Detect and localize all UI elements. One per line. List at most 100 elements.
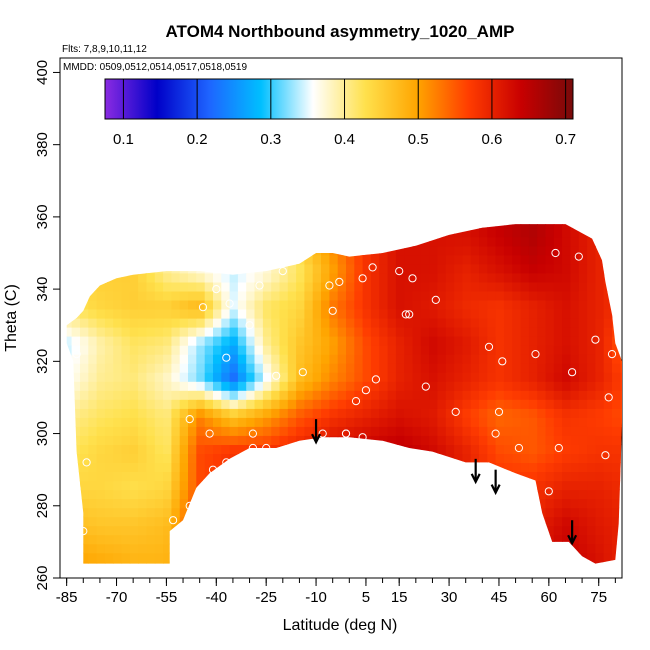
heatmap-cell — [553, 408, 563, 418]
heatmap-cell — [562, 561, 571, 564]
heatmap-cell — [395, 480, 405, 491]
heatmap-cell — [138, 381, 147, 391]
heatmap-cell — [304, 552, 314, 563]
heatmap-cell — [512, 354, 522, 364]
heatmap-cell — [437, 372, 447, 382]
heatmap-cell — [254, 372, 264, 382]
heatmap-cell — [171, 417, 181, 427]
heatmap-cell — [304, 210, 313, 220]
heatmap-cell — [487, 507, 497, 518]
heatmap-cell — [528, 408, 538, 418]
heatmap-cell — [454, 327, 463, 337]
heatmap-cell — [221, 498, 231, 509]
heatmap-cell — [213, 516, 222, 527]
heatmap-cell — [246, 263, 256, 274]
heatmap-cell — [113, 272, 123, 283]
heatmap-cell — [578, 290, 588, 301]
heatmap-cell — [346, 525, 355, 536]
heatmap-cell — [429, 272, 438, 283]
heatmap-cell — [379, 318, 389, 328]
heatmap-cell — [271, 417, 281, 427]
heatmap-cell — [188, 345, 197, 355]
heatmap-cell — [237, 498, 247, 509]
heatmap-cell — [487, 224, 497, 229]
heatmap-cell — [479, 543, 488, 554]
heatmap-cell — [346, 480, 355, 491]
heatmap-cell — [246, 299, 256, 310]
heatmap-cell — [329, 426, 339, 436]
heatmap-cell — [612, 453, 621, 463]
heatmap-cell — [587, 453, 596, 463]
heatmap-cell — [321, 543, 330, 554]
heatmap-cell — [337, 552, 347, 563]
heatmap-cell — [321, 507, 330, 518]
heatmap-cell — [454, 444, 463, 454]
heatmap-cell — [171, 263, 181, 274]
heatmap-cell — [429, 318, 438, 328]
heatmap-cell — [462, 224, 472, 229]
heatmap-cell — [346, 345, 355, 355]
heatmap-cell — [578, 309, 588, 319]
heatmap-cell — [271, 245, 281, 256]
heatmap-cell — [395, 462, 405, 472]
heatmap-cell — [562, 516, 571, 527]
observation-point — [298, 368, 307, 377]
heatmap-cell — [279, 254, 289, 265]
heatmap-cell — [370, 390, 380, 400]
heatmap-cell — [229, 363, 239, 373]
heatmap-cell — [612, 245, 621, 256]
heatmap-cell — [578, 543, 588, 554]
heatmap-cell — [254, 263, 264, 274]
heatmap-cell — [445, 254, 455, 265]
heatmap-cell — [562, 336, 571, 346]
heatmap-cell — [154, 471, 164, 482]
heatmap-cell — [113, 426, 123, 436]
heatmap-cell — [395, 543, 405, 554]
heatmap-cell — [113, 507, 123, 518]
heatmap-cell — [188, 462, 197, 472]
heatmap-cell — [553, 417, 563, 427]
heatmap-cell — [196, 399, 206, 409]
heatmap-cell — [470, 245, 480, 256]
heatmap-cell — [96, 345, 106, 355]
heatmap-cell — [512, 236, 522, 247]
heatmap-cell — [196, 435, 206, 445]
heatmap-cell — [553, 489, 563, 500]
heatmap-cell — [395, 471, 405, 482]
heatmap-cell — [537, 254, 547, 265]
heatmap-cell — [503, 254, 513, 265]
heatmap-cell — [462, 561, 472, 564]
heatmap-cell — [620, 435, 622, 445]
heatmap-cell — [487, 327, 497, 337]
heatmap-cell — [254, 525, 264, 536]
heatmap-cell — [146, 227, 156, 238]
heatmap-cell — [404, 345, 414, 355]
observation-point — [494, 407, 504, 416]
heatmap-cell — [487, 254, 497, 265]
heatmap-cell — [80, 299, 89, 310]
heatmap-cell — [603, 290, 613, 301]
heatmap-cell — [296, 290, 305, 301]
heatmap-cell — [96, 417, 106, 427]
heatmap-cell — [262, 525, 272, 536]
heatmap-cell — [370, 507, 380, 518]
heatmap-cell — [570, 507, 580, 518]
heatmap-cell — [221, 525, 231, 536]
heatmap-cell — [437, 561, 447, 564]
heatmap-cell — [237, 345, 247, 355]
heatmap-cell — [354, 290, 364, 301]
heatmap-cell — [603, 489, 613, 500]
observation-point — [405, 310, 414, 319]
heatmap-cell — [420, 363, 430, 373]
heatmap-cell — [454, 408, 463, 418]
heatmap-cell — [246, 543, 256, 554]
heatmap-cell — [379, 327, 389, 337]
colorbar-tick-label: 0.5 — [408, 131, 429, 148]
heatmap-cell — [113, 327, 123, 337]
heatmap-cell — [528, 281, 538, 292]
heatmap-cell — [595, 309, 605, 319]
heatmap-cell — [562, 354, 571, 364]
heatmap-cell — [121, 327, 131, 337]
heatmap-cell — [279, 345, 289, 355]
heatmap-cell — [296, 516, 305, 527]
